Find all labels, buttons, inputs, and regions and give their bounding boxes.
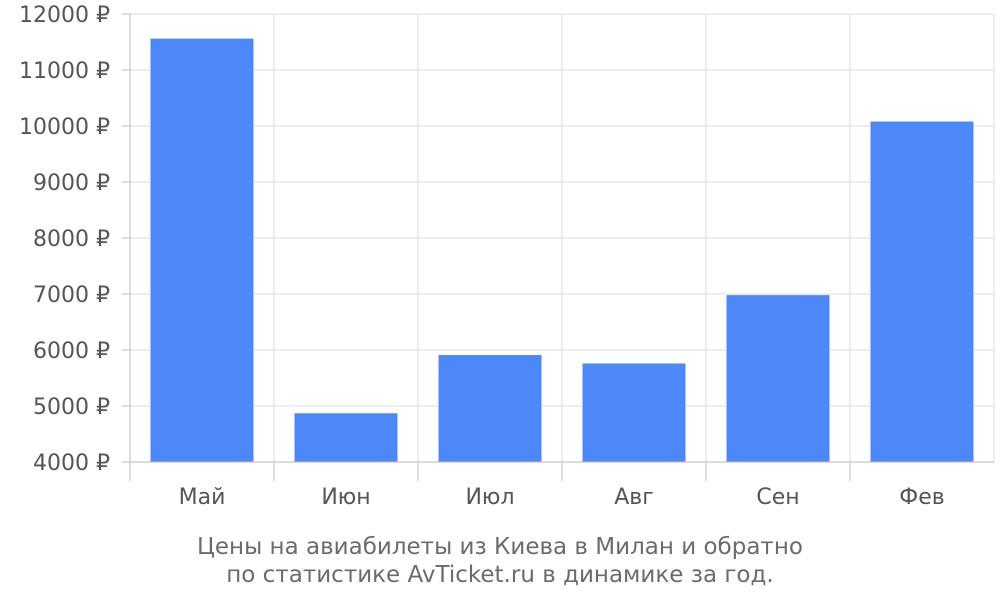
bar-5 — [870, 121, 974, 463]
bar-4 — [726, 295, 830, 462]
chart-caption-line-1: Цены на авиабилеты из Киева в Милан и об… — [197, 534, 803, 560]
grid-lines — [130, 13, 995, 463]
bar-3 — [582, 363, 686, 462]
x-tick-label: Июн — [321, 485, 370, 510]
bar-1 — [294, 413, 398, 462]
chart-caption-line-2: по статистике AvTicket.ru в динамике за … — [226, 562, 774, 588]
y-tick-label: 8000 ₽ — [33, 227, 110, 252]
bars — [150, 38, 974, 463]
bar-2 — [438, 355, 542, 462]
y-tick-label: 5000 ₽ — [33, 395, 110, 420]
y-tick-label: 12000 ₽ — [19, 3, 110, 28]
y-tick-label: 11000 ₽ — [19, 59, 110, 84]
x-tick-label: Авг — [614, 485, 654, 510]
y-tick-label: 4000 ₽ — [33, 451, 110, 476]
y-tick-label: 9000 ₽ — [33, 171, 110, 196]
axes — [122, 13, 994, 481]
y-axis-tick-labels: 4000 ₽ 5000 ₽ 6000 ₽ 7000 ₽ 8000 ₽ 9000 ₽ 1000… — [19, 3, 110, 476]
x-tick-label: Июл — [465, 485, 514, 510]
y-tick-label: 10000 ₽ — [19, 115, 110, 140]
x-tick-label: Фев — [899, 485, 944, 510]
x-tick-label: Сен — [756, 485, 799, 510]
x-axis-tick-labels: Май Июн Июл Авг Сен Фев — [179, 485, 945, 510]
x-tick-label: Май — [179, 485, 226, 510]
bar-0 — [150, 38, 254, 462]
y-tick-label: 6000 ₽ — [33, 339, 110, 364]
y-tick-label: 7000 ₽ — [33, 283, 110, 308]
